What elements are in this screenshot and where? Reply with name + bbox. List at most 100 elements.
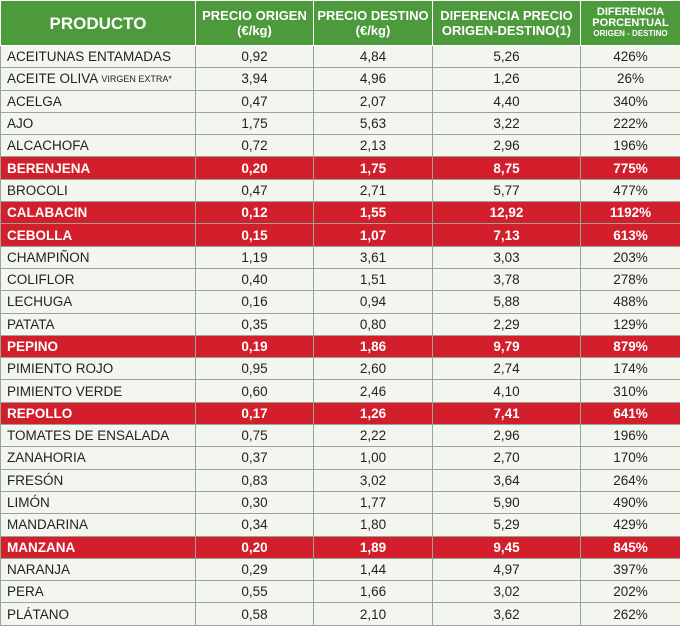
header-text: PRECIO DESTINO (€/kg)	[317, 8, 429, 38]
product-cell: BROCOLI	[0, 178, 196, 203]
row: ALCACHOFA 0,72 2,13 2,96 196%	[0, 134, 680, 158]
value-text: 0,92	[241, 49, 268, 65]
value-cell: 3,61	[313, 245, 433, 269]
value-text: 1,26	[359, 405, 387, 421]
value-cell: 0,60	[195, 379, 314, 403]
value-cell: 4,84	[313, 44, 433, 69]
value-text: 3,64	[493, 472, 520, 488]
value-cell: 2,13	[313, 134, 433, 158]
row: BROCOLI 0,47 2,71 5,77 477%	[0, 178, 680, 203]
value-cell: 262%	[580, 602, 680, 626]
value-text: 26%	[616, 71, 645, 87]
value-text: 1,44	[359, 561, 387, 577]
value-text: 845%	[613, 539, 648, 555]
row: ACELGA 0,47 2,07 4,40 340%	[0, 89, 680, 113]
value-text: 12,92	[489, 205, 524, 221]
product-cell: FRESÓN	[0, 468, 196, 492]
table-body: ACEITUNAS ENTAMADAS 0,92 4,84 5,26 426% ACEIT…	[0, 44, 680, 626]
value-cell: 264%	[580, 468, 680, 492]
value-cell: 1,44	[313, 557, 433, 582]
value-text: 397%	[613, 561, 648, 577]
product-cell: CEBOLLA	[0, 223, 196, 247]
header-text: DIFERENCIA PORCENTUAL	[592, 6, 669, 29]
value-text: 0,47	[241, 93, 268, 109]
value-text: 3,22	[493, 116, 520, 132]
product-cell: PEPINO	[0, 334, 196, 359]
product-cell: MANZANA	[0, 535, 196, 559]
highlighted-row: CALABACIN 0,12 1,55 12,92 1192%	[0, 201, 680, 225]
value-text: 2,13	[359, 138, 387, 154]
value-text: 262%	[613, 606, 648, 622]
value-cell: 4,10	[432, 379, 581, 403]
value-text: 3,03	[493, 249, 520, 265]
value-text: 2,22	[359, 428, 387, 444]
value-text: 170%	[613, 450, 648, 466]
value-cell: 7,41	[432, 401, 581, 426]
product-cell: ALCACHOFA	[0, 134, 196, 158]
header-text: DIFERENCIA PRECIO ORIGEN-DESTINO(1)	[440, 8, 573, 38]
value-cell: 174%	[580, 357, 680, 381]
product-name: PEPINO	[7, 339, 59, 354]
value-cell: 3,22	[432, 111, 581, 136]
product-cell: PATATA	[0, 312, 196, 336]
value-text: 2,60	[359, 361, 387, 377]
value-text: 0,83	[241, 472, 268, 488]
value-cell: 0,95	[195, 357, 314, 381]
value-text: 8,75	[493, 160, 520, 176]
value-cell: 0,15	[195, 223, 314, 247]
row: PIMIENTO ROJO 0,95 2,60 2,74 174%	[0, 357, 680, 381]
row: NARANJA 0,29 1,44 4,97 397%	[0, 557, 680, 582]
value-text: 490%	[613, 495, 648, 511]
product-cell: CHAMPIÑON	[0, 245, 196, 269]
product-name: TOMATES DE ENSALADA	[7, 428, 170, 444]
product-name: BROCOLI	[7, 182, 68, 198]
value-text: 0,19	[241, 339, 268, 354]
row: FRESÓN 0,83 3,02 3,64 264%	[0, 468, 680, 492]
table-header: PRODUCTO PRECIO ORIGEN (€/kg) PRECIO DESTI…	[0, 0, 680, 46]
row: MANDARINA 0,34 1,80 5,29 429%	[0, 513, 680, 537]
value-cell: 2,22	[313, 424, 433, 448]
product-name: CALABACIN	[7, 205, 88, 221]
product-cell: REPOLLO	[0, 401, 196, 426]
product-cell: TOMATES DE ENSALADA	[0, 424, 196, 448]
value-cell: 3,02	[313, 468, 433, 492]
value-cell: 3,94	[195, 67, 314, 91]
value-cell: 1,86	[313, 334, 433, 359]
value-cell: 8,75	[432, 156, 581, 180]
product-cell: CALABACIN	[0, 201, 196, 225]
value-cell: 5,90	[432, 490, 581, 515]
product-name: PIMIENTO ROJO	[7, 361, 114, 377]
value-text: 3,62	[493, 606, 520, 622]
product-name: ALCACHOFA	[7, 138, 89, 154]
product-name: PATATA	[7, 316, 55, 332]
value-text: 0,80	[359, 316, 387, 332]
value-cell: 0,47	[195, 178, 314, 203]
value-cell: 1,66	[313, 580, 433, 604]
product-name: COLIFLOR	[7, 272, 75, 288]
value-text: 4,84	[359, 49, 387, 65]
value-cell: 2,96	[432, 134, 581, 158]
highlighted-row: MANZANA 0,20 1,89 9,45 845%	[0, 535, 680, 559]
row: PERA 0,55 1,66 3,02 202%	[0, 580, 680, 604]
value-text: 0,20	[241, 160, 268, 176]
value-cell: 397%	[580, 557, 680, 582]
value-text: 1,00	[359, 450, 387, 466]
value-cell: 12,92	[432, 201, 581, 225]
value-cell: 1,89	[313, 535, 433, 559]
value-text: 222%	[613, 116, 648, 132]
header-row: PRODUCTO PRECIO ORIGEN (€/kg) PRECIO DESTI…	[0, 0, 680, 46]
value-cell: 5,88	[432, 290, 581, 314]
value-cell: 9,45	[432, 535, 581, 559]
value-cell: 3,64	[432, 468, 581, 492]
value-cell: 1,51	[313, 267, 433, 292]
value-text: 2,71	[359, 182, 387, 198]
value-text: 4,10	[493, 383, 520, 399]
value-cell: 1,26	[432, 67, 581, 91]
value-cell: 202%	[580, 580, 680, 604]
product-name: LIMÓN	[7, 495, 50, 511]
value-cell: 0,16	[195, 290, 314, 314]
value-text: 641%	[613, 405, 648, 421]
value-text: 5,88	[493, 294, 520, 310]
product-name: PIMIENTO VERDE	[7, 383, 123, 399]
value-text: 0,37	[241, 450, 268, 466]
